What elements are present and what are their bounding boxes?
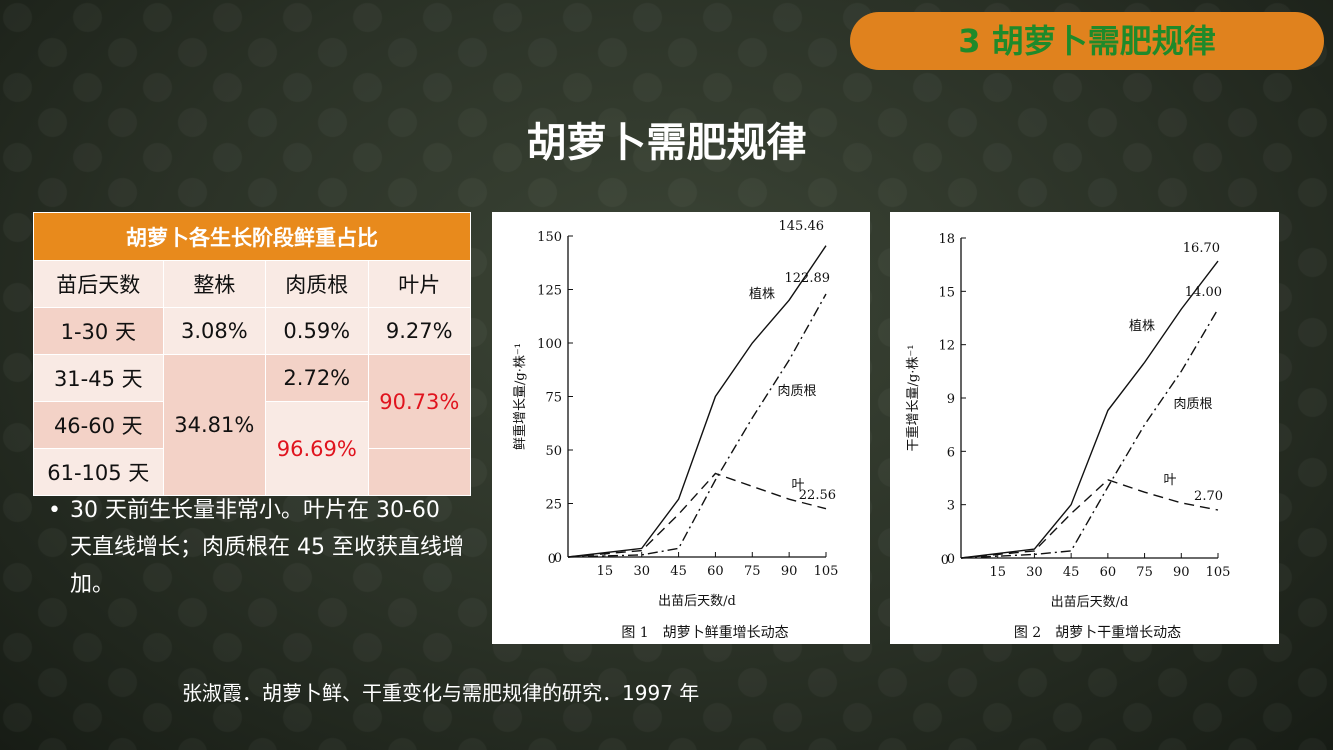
bullet-dot-icon: •: [48, 498, 61, 523]
end-value-label: 145.46: [779, 219, 825, 234]
table-cell-root-merged: 96.69%: [265, 401, 369, 496]
figure-dry-weight: 0 3 6 9 12 15 18 15 30 45 60 75 90 105 0 出苗后天数/d 干重增长量/g…: [890, 212, 1279, 644]
y-tick-label: 9: [947, 392, 955, 407]
x-tick-label: 75: [1136, 565, 1153, 580]
end-value-label: 2.70: [1194, 489, 1223, 504]
y-tick-label: 75: [545, 391, 562, 406]
figure-fresh-weight: 0 25 50 75 100 125 150 15 30 45 60 75 90 105 0 出苗后天数/d 鲜…: [492, 212, 870, 644]
series-label: 植株: [749, 287, 775, 302]
table-cell-empty: [367, 448, 472, 496]
end-value-label: 14.00: [1185, 285, 1222, 300]
x-tick-label: 90: [781, 564, 798, 579]
series-label: 叶: [791, 478, 804, 493]
table-header: 肉质根: [265, 260, 369, 308]
y-tick-label: 100: [537, 337, 562, 352]
slide-title: 胡萝卜需肥规律: [526, 119, 807, 166]
figure-caption: 图 2 胡萝卜干重增长动态: [1014, 625, 1181, 641]
y-tick-label: 25: [545, 498, 562, 513]
figure-caption: 图 1 胡萝卜鲜重增长动态: [621, 625, 788, 641]
series-line-0: [960, 260, 1219, 559]
summary-bullet: • 30 天前生长量非常小。叶片在 30-60 天直线增长；肉质根在 45 至收…: [48, 492, 468, 603]
x-tick-label: 105: [814, 564, 839, 579]
table-row-label: 31-45 天: [33, 354, 164, 402]
table-cell-plant-merged: 34.81%: [162, 354, 267, 496]
dry-weight-chart: 0 3 6 9 12 15 18 15 30 45 60 75 90 105 0 出苗后天数/d 干重增长量/g…: [905, 232, 1231, 641]
series-line-1: [960, 308, 1219, 559]
y-tick-label: 12: [938, 339, 955, 354]
table-cell-leaf-merged: 90.73%: [367, 354, 472, 449]
x-axis-label: 出苗后天数/d: [1051, 595, 1129, 610]
end-value-label: 22.56: [799, 488, 836, 503]
origin-label: 0: [941, 553, 949, 568]
table-cell: 2.72%: [265, 354, 369, 402]
fresh-weight-table: 胡萝卜各生长阶段鲜重占比 苗后天数 整株 肉质根 叶片 1-30 天 3.08%…: [33, 212, 472, 496]
x-axis-label: 出苗后天数/d: [658, 594, 736, 609]
y-tick-label: 18: [938, 232, 955, 247]
table-header: 叶片: [367, 260, 472, 308]
citation: 张淑霞．胡萝卜鲜、干重变化与需肥规律的研究．1997 年: [182, 681, 700, 705]
x-tick-label: 60: [707, 564, 724, 579]
table-header: 整株: [162, 260, 267, 308]
table-header: 苗后天数: [33, 260, 164, 308]
series-line-2: [960, 479, 1219, 559]
y-tick-label: 15: [938, 285, 955, 300]
origin-label: 0: [548, 552, 556, 567]
y-tick-label: 125: [537, 284, 562, 299]
x-tick-label: 105: [1206, 565, 1231, 580]
table-caption: 胡萝卜各生长阶段鲜重占比: [33, 212, 471, 261]
x-tick-label: 45: [1063, 565, 1080, 580]
table-cell: 3.08%: [162, 307, 267, 355]
y-tick-label: 150: [537, 230, 562, 245]
series-line-2: [567, 472, 827, 558]
x-tick-label: 60: [1100, 565, 1117, 580]
fresh-weight-chart: 0 25 50 75 100 125 150 15 30 45 60 75 90 105 0 出苗后天数/d 鲜…: [512, 219, 839, 641]
x-tick-label: 30: [1026, 565, 1043, 580]
y-tick-label: 0: [554, 551, 562, 566]
table-cell: 9.27%: [367, 307, 472, 355]
series-label: 植株: [1129, 319, 1155, 334]
x-tick-label: 90: [1173, 565, 1190, 580]
series-label: 肉质根: [777, 384, 816, 399]
y-axis-label: 干重增长量/g·株⁻¹: [905, 345, 921, 452]
x-tick-label: 75: [744, 564, 761, 579]
section-badge: 3 胡萝卜需肥规律: [850, 12, 1324, 70]
table-row-label: 61-105 天: [33, 448, 164, 496]
x-tick-label: 15: [597, 564, 614, 579]
series-label: 肉质根: [1173, 397, 1212, 412]
y-tick-label: 0: [947, 552, 955, 567]
y-tick-label: 50: [545, 444, 562, 459]
table-row-label: 1-30 天: [33, 307, 164, 355]
end-value-label: 16.70: [1183, 241, 1220, 256]
series-label: 叶: [1163, 473, 1176, 488]
y-axis-label: 鲜重增长量/g·株⁻¹: [512, 343, 528, 450]
y-tick-label: 3: [947, 499, 955, 514]
series-line-1: [567, 293, 827, 558]
table-row-label: 46-60 天: [33, 401, 164, 449]
bullet-text: 30 天前生长量非常小。叶片在 30-60 天直线增长；肉质根在 45 至收获直…: [70, 498, 464, 597]
x-tick-label: 45: [670, 564, 687, 579]
x-tick-label: 30: [633, 564, 650, 579]
end-value-label: 122.89: [785, 271, 831, 286]
x-tick-label: 15: [989, 565, 1006, 580]
series-line-0: [567, 245, 827, 558]
y-tick-label: 6: [947, 445, 955, 460]
table-cell: 0.59%: [265, 307, 369, 355]
